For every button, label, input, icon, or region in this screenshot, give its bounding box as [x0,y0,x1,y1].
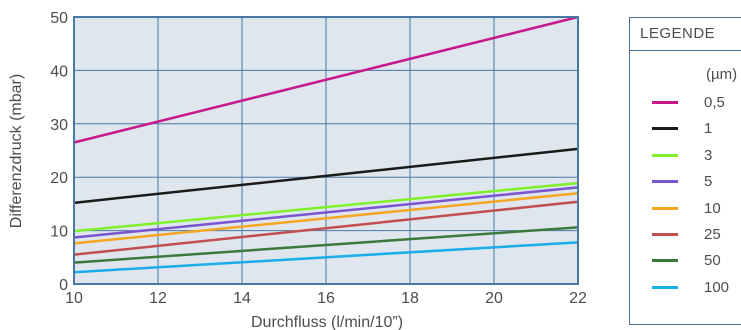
y-tick-label-1: 10 [50,224,68,241]
legend-swatch [652,233,678,236]
x-tick-label-3: 16 [317,290,335,307]
y-tick-label-5: 50 [50,10,68,27]
y-tick-label-4: 40 [50,63,68,80]
y-tick-label-3: 30 [50,117,68,134]
series-line-0 [73,15,579,144]
series-line-3 [73,186,579,239]
series-line-1 [73,147,579,205]
legend-swatch [652,127,678,131]
x-tick-label-0: 10 [65,290,83,307]
legend-label: 5 [704,173,713,191]
x-tick-label-6: 22 [569,290,587,307]
x-tick-label-1: 12 [149,290,167,307]
series-line-5 [73,200,579,256]
legend-label: 25 [704,226,721,243]
series-line-7 [73,241,579,274]
legend-label: 1 [704,120,713,138]
series-line-4 [73,191,579,245]
series-line-2 [73,181,579,233]
legend-swatch [652,285,678,289]
legend-unit: (µm) [706,66,738,83]
legend-label: 50 [704,252,721,270]
y-axis-label: Differenzdruck (mbar) [8,74,25,228]
legend-title: LEGENDE [630,18,741,51]
legend-label: 100 [704,278,730,296]
y-tick-label-0: 0 [59,277,68,294]
legend-swatch [652,153,678,157]
legend-swatch [652,259,678,263]
x-tick-label-5: 20 [485,290,503,307]
plot-frame [73,16,579,285]
legend-label: 10 [704,199,721,217]
legend-label: 0,5 [704,94,725,111]
legend-label: 3 [704,146,713,164]
series-lines [73,15,579,274]
series-line-6 [73,226,579,264]
x-tick-label-2: 14 [233,290,251,307]
legend-swatch [652,101,678,104]
x-axis-label: Durchfluss (l/min/10”) [251,314,403,330]
legend-swatch [652,180,678,184]
legend-swatch [652,206,678,210]
x-tick-label-4: 18 [401,290,419,307]
legend: LEGENDE (µm) 0,5 1 3 5 10 25 50 100 [629,17,741,325]
y-tick-label-2: 20 [50,170,68,187]
